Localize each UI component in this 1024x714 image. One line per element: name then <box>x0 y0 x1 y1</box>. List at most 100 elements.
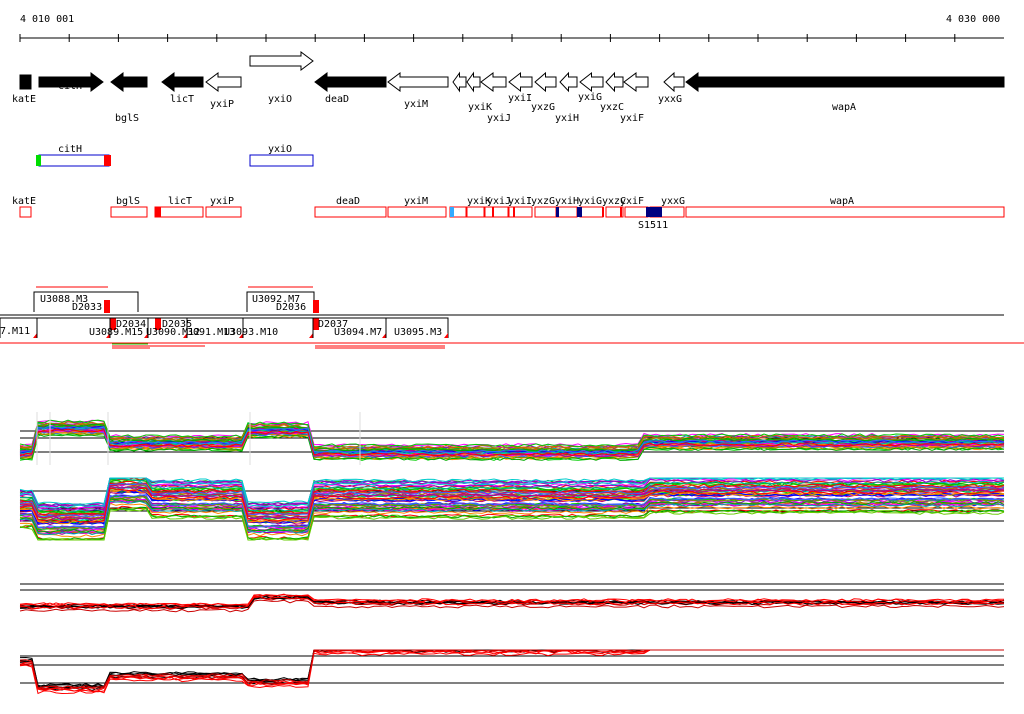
track-label: wapA <box>830 196 854 207</box>
gene-box[interactable] <box>466 206 485 218</box>
gene-box[interactable] <box>579 206 604 218</box>
gene-arrow[interactable] <box>249 51 314 71</box>
highlight-box-yxiO[interactable] <box>249 154 314 167</box>
gene-annotation-track[interactable] <box>19 51 1005 93</box>
gene-arrow[interactable] <box>685 72 1005 92</box>
gene-label-citH: citH <box>58 81 82 92</box>
segment-label: U3094.M7 <box>334 327 382 338</box>
gene-box[interactable] <box>484 206 509 218</box>
highlight-track[interactable]: citH yxiO <box>36 144 314 167</box>
segment-label: D2035 <box>162 319 192 330</box>
segment-label: D2036 <box>276 302 306 313</box>
expression-profile-panels <box>19 412 1005 695</box>
gene-box[interactable] <box>19 206 32 218</box>
gene-arrow[interactable] <box>508 71 533 93</box>
gene-box-track[interactable]: katE bglS licT yxiP deaD yxiM yxiKyxiJyxiIyxzG… <box>12 196 1005 218</box>
gene-arrow[interactable] <box>663 71 685 93</box>
track-label: yxiG <box>578 196 602 207</box>
gene-label-yxiJ: yxiJ <box>487 113 511 124</box>
gene-arrow[interactable] <box>161 72 204 92</box>
coordinate-ruler: 4 010 001 4 030 000 <box>19 14 1004 42</box>
gene-arrow[interactable] <box>110 72 148 92</box>
box-marker <box>556 207 559 217</box>
track-label: katE <box>12 196 36 207</box>
gene-label-yxzC: yxzC <box>600 102 624 113</box>
gene-label-licT: licT <box>170 94 194 105</box>
gene-box[interactable] <box>387 206 447 218</box>
ruler-end-label: 4 030 000 <box>946 14 1000 25</box>
gene-label-wapA: wapA <box>832 102 856 113</box>
gene-box[interactable] <box>205 206 242 218</box>
gene-arrow[interactable] <box>452 71 467 93</box>
track-label: bglS <box>116 196 140 207</box>
gene-arrow[interactable] <box>480 72 507 92</box>
gene-box[interactable] <box>605 206 624 218</box>
site-label: S1511 <box>638 220 668 231</box>
gene-arrow[interactable] <box>466 71 481 93</box>
gene-arrow[interactable] <box>605 71 624 93</box>
gene-label-katE: katE <box>12 94 36 105</box>
track-label: yxiJ <box>487 196 511 207</box>
gene-arrow[interactable] <box>314 72 387 92</box>
box-marker <box>450 207 454 217</box>
gene-arrow[interactable] <box>534 71 557 93</box>
gene-label-yxiP: yxiP <box>210 99 234 110</box>
gene-label-yxiK: yxiK <box>468 102 492 113</box>
gene-label-bglS: bglS <box>115 113 139 124</box>
segment-label: U3089.M15 <box>89 327 143 338</box>
box-marker <box>602 207 604 217</box>
segment-marker <box>104 300 110 313</box>
gene-box[interactable] <box>556 206 578 218</box>
segment-marker <box>110 318 116 330</box>
segment-label: U3092.M7 <box>252 294 300 305</box>
gene-label-yxiH: yxiH <box>555 113 579 124</box>
gene-label-deaD: deaD <box>325 94 349 105</box>
highlight-label-citH: citH <box>58 144 82 155</box>
track-label: yxiH <box>555 196 579 207</box>
segment-marker <box>155 318 161 330</box>
ruler-start-label: 4 010 001 <box>20 14 74 25</box>
gene-box[interactable] <box>624 206 649 218</box>
track-label: yxiM <box>404 196 428 207</box>
gene-label-yxiF: yxiF <box>620 113 644 124</box>
box-marker <box>646 207 662 217</box>
segment-label: U3088.M3 <box>40 294 88 305</box>
gene-arrow[interactable] <box>387 72 449 92</box>
segment-label: D2034 <box>116 319 146 330</box>
gene-label-yxzG: yxzG <box>531 102 555 113</box>
gene-box[interactable] <box>154 206 204 218</box>
highlight-box-citH[interactable] <box>38 154 110 167</box>
gene-arrow[interactable] <box>559 71 578 93</box>
gene-box[interactable] <box>314 206 387 218</box>
track-label: yxzG <box>531 196 555 207</box>
gene-label-yxiG: yxiG <box>578 92 602 103</box>
track-label: yxiK <box>467 196 491 207</box>
gene-arrow[interactable] <box>579 71 604 93</box>
gene-box[interactable] <box>508 206 533 218</box>
track-label: yxzC <box>602 196 626 207</box>
gene-arrow[interactable] <box>19 74 32 90</box>
gene-arrow[interactable] <box>623 72 649 92</box>
gene-arrow[interactable] <box>38 72 104 92</box>
gene-box[interactable] <box>110 206 148 218</box>
segment-label: U3090.M12 <box>146 327 200 338</box>
segment-label: U3095.M3 <box>394 327 442 338</box>
box-marker <box>577 207 582 217</box>
gene-label-yxxG: yxxG <box>658 94 682 105</box>
gene-box[interactable] <box>685 206 1005 218</box>
red-end-marker <box>104 155 111 166</box>
gene-label-row: katE citH bglS licT yxiP yxiO deaD yxiM yxiKyxiJ… <box>12 81 856 124</box>
track-label: yxxG <box>661 196 685 207</box>
track-label: yxiF <box>620 196 644 207</box>
track-label: yxiI <box>508 196 532 207</box>
segment-label: 7.M11 <box>0 326 30 337</box>
segment-label: 3091.M13 <box>187 327 235 338</box>
box-marker <box>155 207 161 217</box>
gene-box[interactable] <box>534 206 557 218</box>
gene-arrow[interactable] <box>205 72 242 92</box>
segment-label: D2037 <box>318 319 348 330</box>
segment-marker <box>313 318 319 330</box>
